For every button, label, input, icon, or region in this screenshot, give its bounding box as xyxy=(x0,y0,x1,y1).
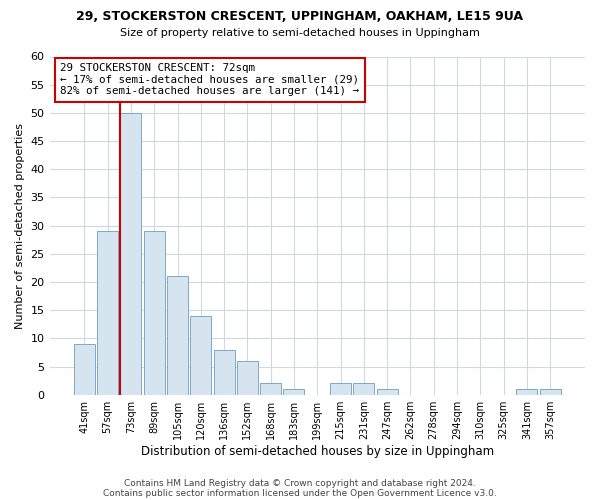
Bar xyxy=(237,361,258,394)
Bar xyxy=(539,389,560,394)
Text: 29, STOCKERSTON CRESCENT, UPPINGHAM, OAKHAM, LE15 9UA: 29, STOCKERSTON CRESCENT, UPPINGHAM, OAK… xyxy=(77,10,523,23)
Text: 29 STOCKERSTON CRESCENT: 72sqm
← 17% of semi-detached houses are smaller (29)
82: 29 STOCKERSTON CRESCENT: 72sqm ← 17% of … xyxy=(60,64,359,96)
Text: Contains public sector information licensed under the Open Government Licence v3: Contains public sector information licen… xyxy=(103,488,497,498)
Bar xyxy=(167,276,188,394)
Bar xyxy=(260,384,281,394)
Y-axis label: Number of semi-detached properties: Number of semi-detached properties xyxy=(15,122,25,328)
Bar xyxy=(97,231,118,394)
Bar xyxy=(353,384,374,394)
Bar xyxy=(214,350,235,395)
Bar xyxy=(74,344,95,395)
Bar xyxy=(377,389,398,394)
Bar xyxy=(190,316,211,394)
Bar xyxy=(517,389,538,394)
Bar xyxy=(330,384,351,394)
Bar xyxy=(283,389,304,394)
Text: Size of property relative to semi-detached houses in Uppingham: Size of property relative to semi-detach… xyxy=(120,28,480,38)
X-axis label: Distribution of semi-detached houses by size in Uppingham: Distribution of semi-detached houses by … xyxy=(141,444,494,458)
Bar xyxy=(121,113,142,394)
Text: Contains HM Land Registry data © Crown copyright and database right 2024.: Contains HM Land Registry data © Crown c… xyxy=(124,478,476,488)
Bar xyxy=(144,231,165,394)
